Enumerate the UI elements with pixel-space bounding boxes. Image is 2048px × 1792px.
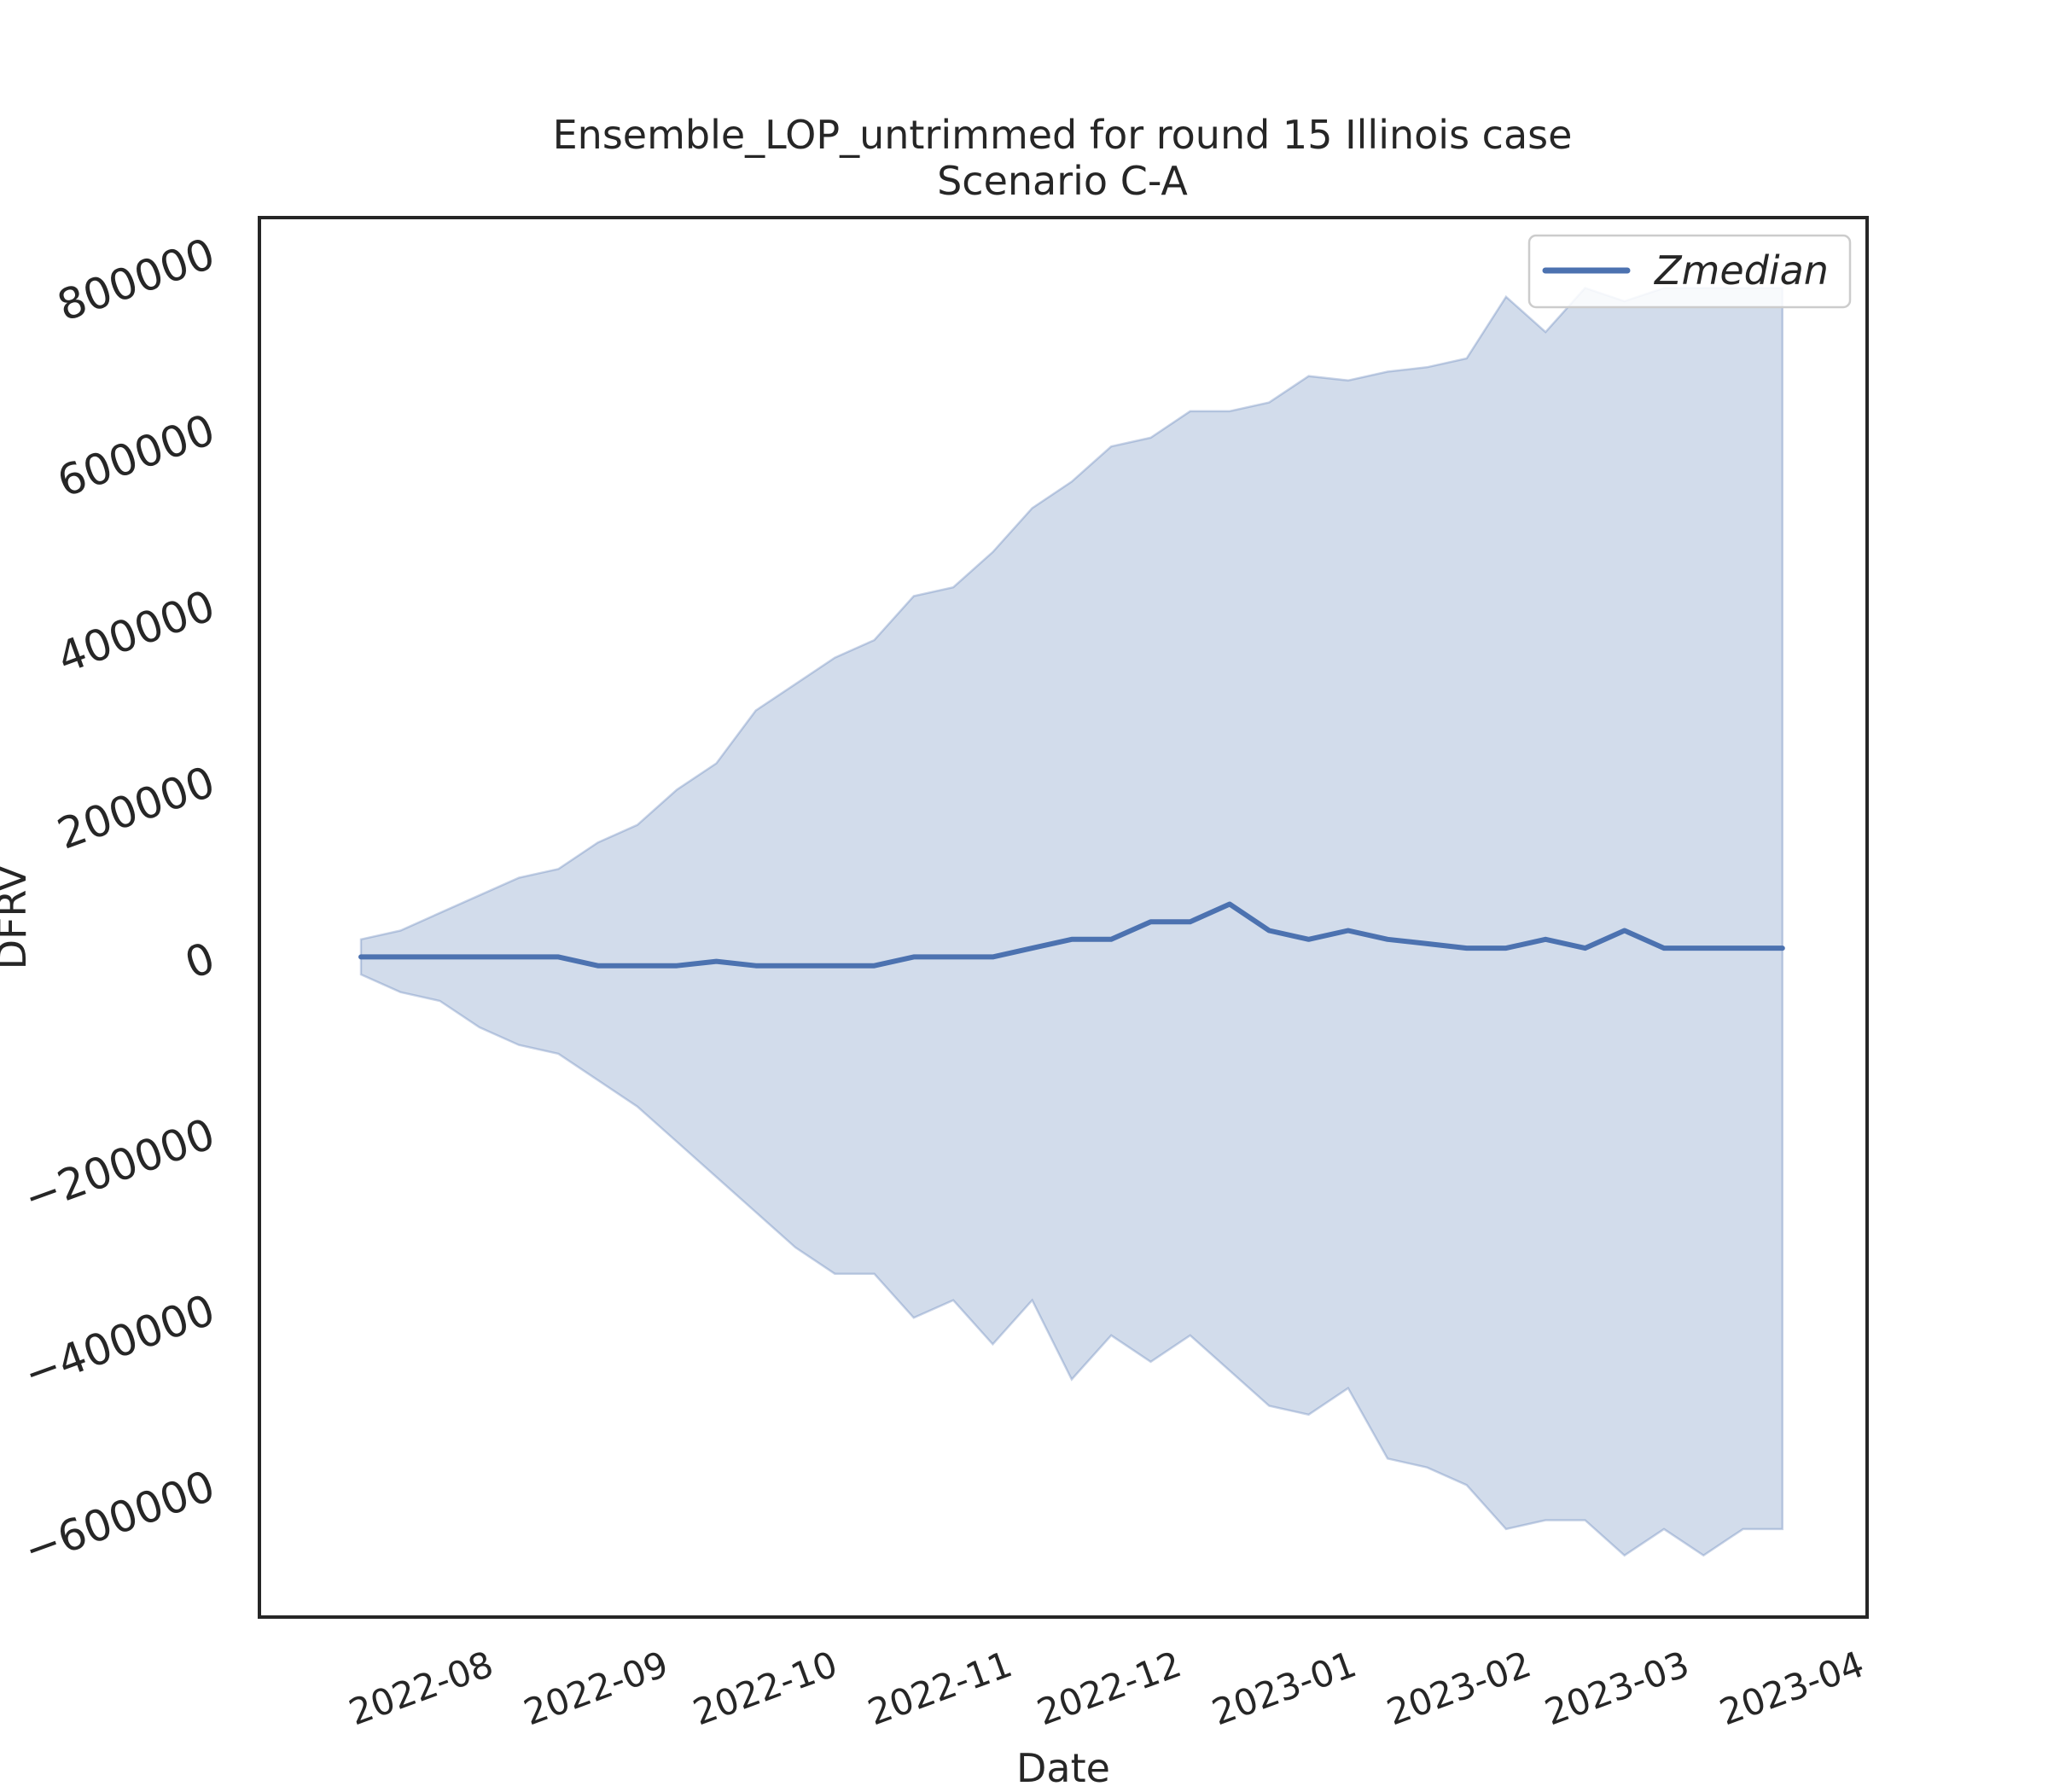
chart-subtitle: Scenario C-A [937, 158, 1188, 204]
y-tick-label: −200000 [18, 1108, 222, 1223]
y-tick-label: 600000 [51, 404, 221, 507]
x-tick-label: 2022-09 [518, 1643, 673, 1733]
x-tick-label: 2022-12 [1032, 1643, 1187, 1733]
y-tick-label: 200000 [51, 757, 221, 859]
y-axis-ticks: −600000 −400000 −200000 0 200000 400000 600000… [18, 229, 222, 1575]
legend: Zmedian [1527, 234, 1852, 309]
x-tick-label: 2023-02 [1382, 1643, 1537, 1733]
y-tick-label: −600000 [18, 1461, 222, 1575]
x-tick-label: 2022-10 [688, 1643, 843, 1733]
y-tick-label: 800000 [51, 229, 221, 331]
y-tick-label: 400000 [51, 581, 221, 684]
y-tick-label: 0 [178, 933, 221, 988]
legend-box [1527, 234, 1852, 309]
x-axis-label: Date [1016, 1745, 1110, 1791]
x-axis-ticks: 2022-08 2022-09 2022-10 2022-11 2022-12 2023-… [344, 1643, 1870, 1733]
axes-frame [258, 216, 1869, 1619]
x-tick-label: 2023-03 [1539, 1643, 1695, 1733]
x-tick-label: 2023-04 [1714, 1643, 1870, 1733]
uncertainty-band [359, 287, 1784, 1557]
x-tick-label: 2022-11 [863, 1643, 1018, 1733]
series-line-0 [358, 901, 1785, 969]
plot-area [358, 287, 1785, 1557]
chart-title: Ensemble_LOP_untrimmed for round 15 Illi… [553, 112, 1573, 158]
y-tick-label: −400000 [18, 1285, 222, 1399]
y-axis-label: DFRV [0, 864, 35, 969]
legend-label: Zmedian [1653, 247, 1829, 294]
x-tick-label: 2022-08 [344, 1643, 499, 1733]
x-tick-label: 2023-01 [1207, 1643, 1362, 1733]
